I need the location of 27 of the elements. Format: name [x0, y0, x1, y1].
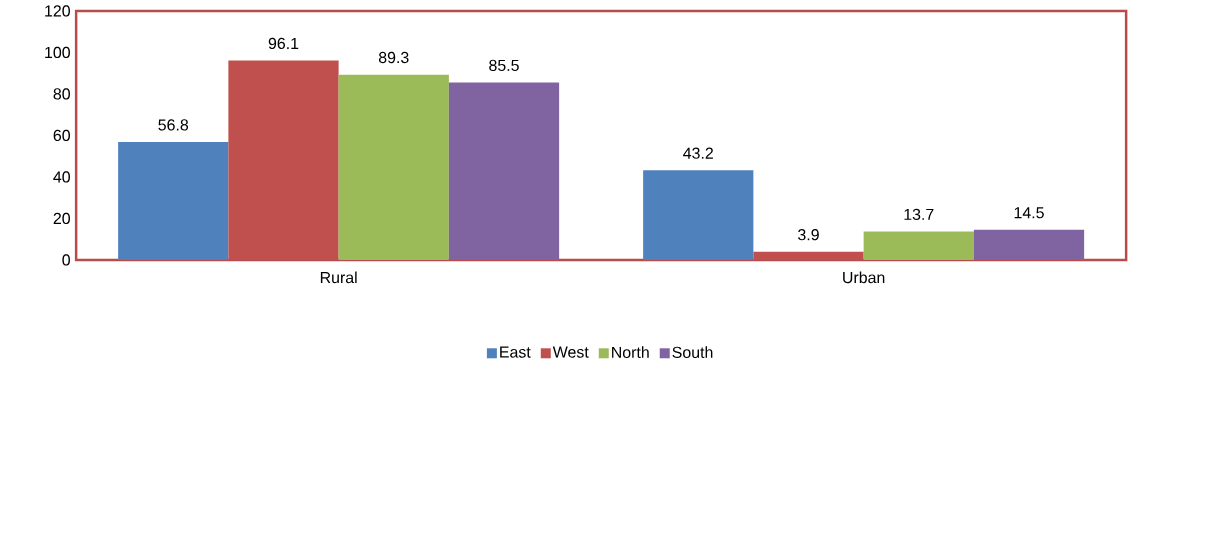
y-tick-label: 100	[45, 46, 70, 58]
legend-label: South	[672, 346, 713, 358]
data-label: 89.3	[378, 51, 409, 63]
data-label: 56.8	[158, 119, 189, 131]
data-label: 3.9	[798, 228, 819, 241]
x-tick-label: Rural	[320, 271, 357, 284]
bar	[118, 141, 229, 260]
bar	[863, 231, 974, 260]
bar	[448, 82, 560, 260]
data-label: 85.5	[489, 59, 519, 71]
y-tick-label: 20	[53, 212, 70, 224]
y-tick-label: 60	[53, 129, 70, 141]
legend-label: West	[552, 346, 589, 358]
y-tick-label: 40	[53, 171, 70, 183]
y-tick-label: 120	[45, 5, 70, 17]
bar	[643, 170, 754, 260]
legend-label: East	[500, 346, 531, 358]
data-label: 96.1	[268, 37, 299, 49]
bar	[338, 74, 449, 260]
data-label: 43.2	[683, 147, 713, 159]
y-tick-label: 80	[53, 88, 70, 100]
data-label: 13.7	[904, 208, 934, 220]
y-tick-label: 0	[62, 254, 70, 266]
bar	[973, 229, 1085, 260]
data-label: 14.5	[1014, 207, 1044, 219]
legend-label: North	[612, 346, 649, 358]
x-tick-label: Urban	[843, 271, 885, 284]
